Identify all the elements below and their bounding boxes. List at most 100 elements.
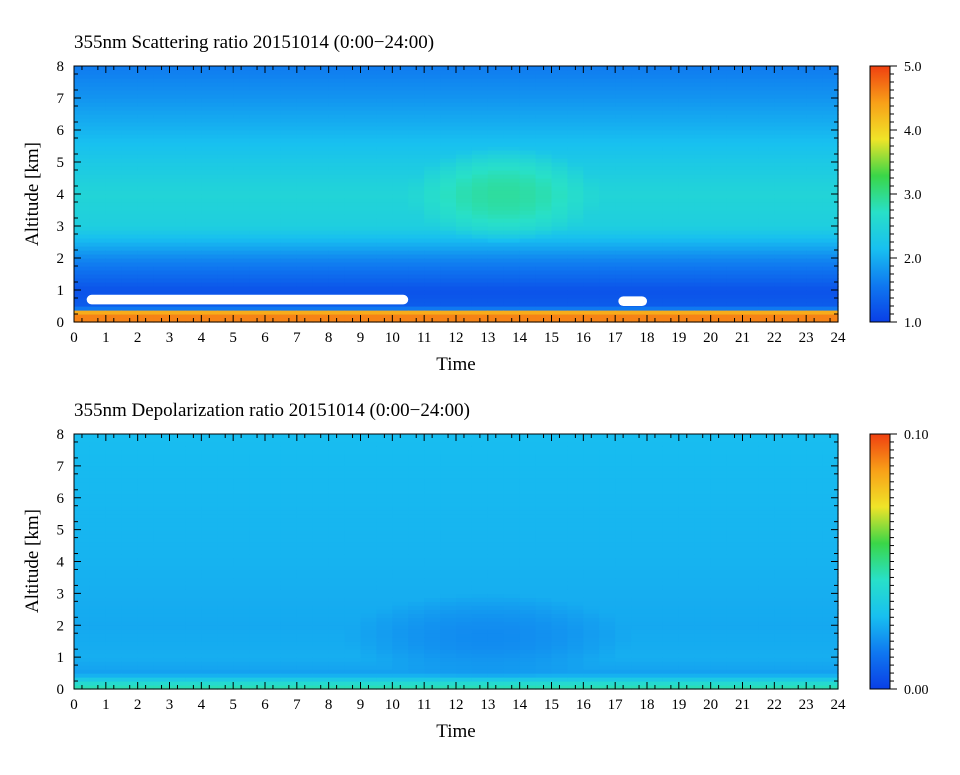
heatmap-cell [281,450,298,455]
heatmap-cell [440,490,457,495]
heatmap-cell [711,298,728,303]
heatmap-cell [122,573,139,578]
heatmap-cell [408,218,425,223]
heatmap-cell [233,518,250,523]
heatmap-cell [329,186,346,191]
heatmap-cell [711,162,728,167]
heatmap-cell [663,94,680,99]
heatmap-cell [170,150,187,155]
heatmap-cell [217,114,234,119]
heatmap-cell [249,482,266,487]
heatmap-cell [424,601,441,606]
heatmap-cell [806,226,823,231]
heatmap-cell [297,438,314,443]
heatmap-cell [774,286,791,291]
heatmap-cell [440,673,457,678]
heatmap-cell [361,122,378,127]
heatmap-cell [392,522,409,527]
heatmap-cell [329,589,346,594]
heatmap-cell [185,282,202,287]
heatmap-cell [408,633,425,638]
heatmap-cell [74,669,91,674]
heatmap-cell [297,206,314,211]
heatmap-cell [440,150,457,155]
heatmap-cell [408,681,425,686]
heatmap-cell [185,542,202,547]
heatmap-cell [90,514,107,519]
heatmap-cell [249,458,266,463]
heatmap-cell [392,653,409,658]
heatmap-cell [567,274,584,279]
heatmap-cell [297,514,314,519]
heatmap-cell [233,569,250,574]
heatmap-cell [90,550,107,555]
heatmap-cell [122,486,139,491]
heatmap-cell [297,98,314,103]
heatmap-cell [567,190,584,195]
heatmap-cell [695,138,712,143]
heatmap-cell [329,194,346,199]
heatmap-cell [170,174,187,179]
heatmap-cell [392,605,409,610]
heatmap-cell [106,90,123,95]
heatmap-cell [806,170,823,175]
x-tick-label: 0 [70,330,78,346]
heatmap-cell [679,270,696,275]
heatmap-cell [90,597,107,602]
heatmap-cell [408,90,425,95]
heatmap-cell [472,613,489,618]
heatmap-cell [408,262,425,267]
heatmap-cell [138,234,155,239]
heatmap-cell [90,617,107,622]
heatmap-cell [456,194,473,199]
heatmap-cell [106,454,123,459]
heatmap-cell [106,558,123,563]
heatmap-cell [106,286,123,291]
heatmap-cell [552,154,569,159]
heatmap-cell [679,74,696,79]
heatmap-cell [265,222,282,227]
y-tick-label: 4 [57,187,65,203]
heatmap-cell [647,242,664,247]
heatmap-cell [504,106,521,111]
heatmap-cell [536,110,553,115]
heatmap-cell [647,134,664,139]
scattering-x-axis-label: Time [436,354,475,375]
heatmap-cell [743,194,760,199]
heatmap-cell [376,585,393,590]
heatmap-cell [297,246,314,251]
heatmap-cell [106,486,123,491]
heatmap-cell [281,593,298,598]
heatmap-cell [679,174,696,179]
heatmap-cell [170,538,187,543]
heatmap-cell [552,194,569,199]
heatmap-cell [408,526,425,531]
heatmap-cell [727,222,744,227]
heatmap-cell [536,214,553,219]
heatmap-cell [170,585,187,590]
heatmap-cell [408,653,425,658]
heatmap-cell [329,258,346,263]
heatmap-cell [599,182,616,187]
heatmap-cell [758,282,775,287]
heatmap-cell [536,298,553,303]
x-tick-label: 8 [325,330,333,346]
heatmap-cell [217,506,234,511]
heatmap-cell [345,142,362,147]
heatmap-cell [138,681,155,686]
heatmap-cell [297,486,314,491]
heatmap-cell [599,238,616,243]
heatmap-cell [456,669,473,674]
heatmap-cell [361,482,378,487]
heatmap-cell [138,621,155,626]
heatmap-cell [583,298,600,303]
heatmap-cell [392,266,409,271]
heatmap-cell [520,290,537,295]
heatmap-cell [790,258,807,263]
heatmap-cell [774,178,791,183]
heatmap-cell [313,474,330,479]
heatmap-cell [138,198,155,203]
heatmap-cell [376,669,393,674]
heatmap-cell [599,186,616,191]
heatmap-cell [281,78,298,83]
